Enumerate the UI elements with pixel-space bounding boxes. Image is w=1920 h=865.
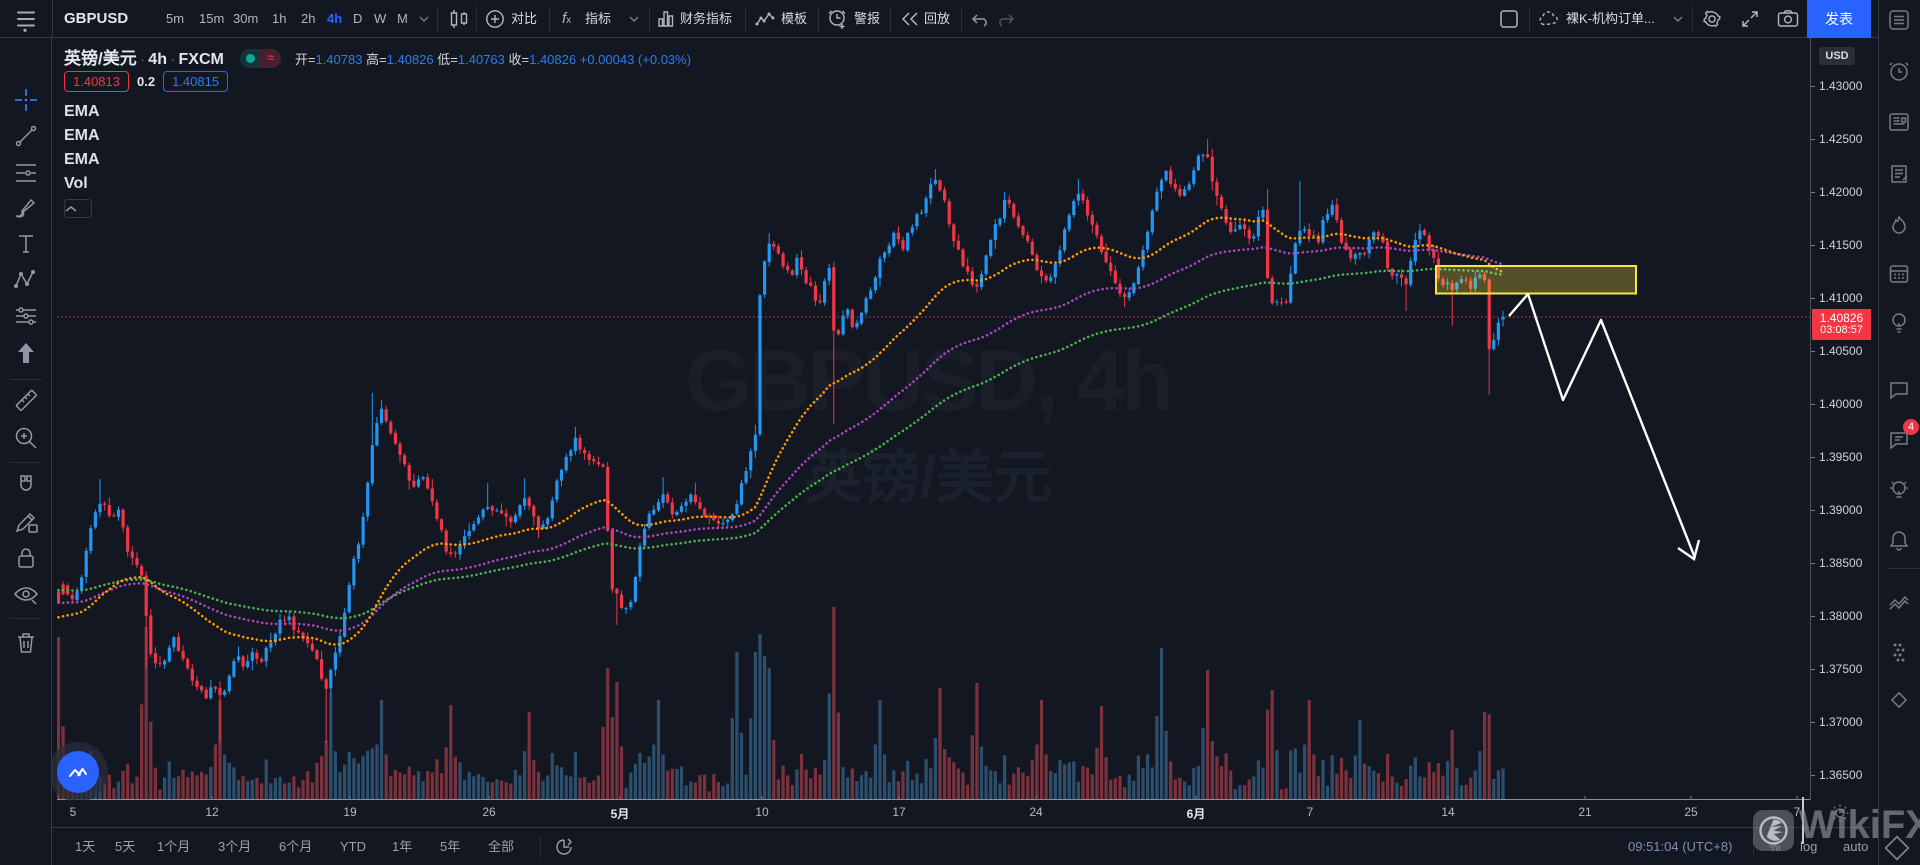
svg-text:GBPUSD, 4h: GBPUSD, 4h: [685, 333, 1171, 429]
svg-text:英镑/美元: 英镑/美元: [804, 445, 1052, 510]
